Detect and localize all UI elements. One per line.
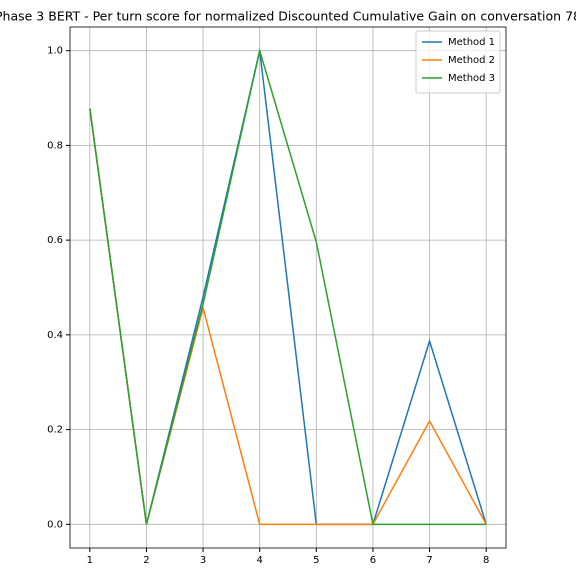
y-tick-label: 0.6 xyxy=(47,235,63,246)
line-series xyxy=(89,47,487,526)
legend-label: Method 2 xyxy=(448,55,495,66)
x-tick-label: 4 xyxy=(257,555,263,566)
x-tick-label: 1 xyxy=(87,555,93,566)
legend-label: Method 1 xyxy=(448,37,495,48)
y-tick-label: 0.2 xyxy=(47,425,63,436)
plot-frame xyxy=(69,26,507,549)
x-tick-label: 8 xyxy=(483,555,489,566)
x-tick-label: 3 xyxy=(200,555,206,566)
x-tick-label: 5 xyxy=(313,555,319,566)
y-tick-label: 0.0 xyxy=(47,519,63,530)
legend-label: Method 3 xyxy=(448,73,495,84)
x-tick-label: 6 xyxy=(370,555,376,566)
x-tick-label: 2 xyxy=(143,555,149,566)
y-tick-label: 0.8 xyxy=(47,140,63,151)
chart-title: Phase 3 BERT - Per turn score for normal… xyxy=(0,9,576,24)
y-tick-label: 0.4 xyxy=(47,330,63,341)
x-tick-label: 7 xyxy=(426,555,432,566)
y-tick-label: 1.0 xyxy=(47,46,63,57)
